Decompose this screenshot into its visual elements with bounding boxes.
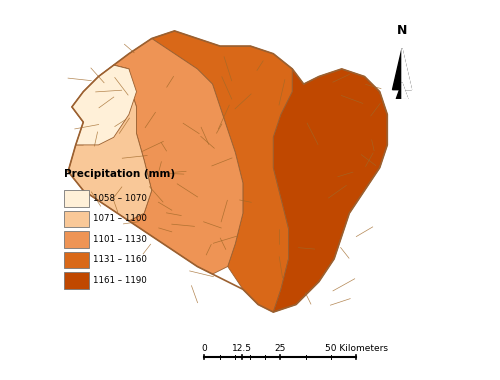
Text: 12.5: 12.5	[232, 344, 252, 353]
Text: 1161 – 1190: 1161 – 1190	[93, 276, 147, 285]
Text: 1131 – 1160: 1131 – 1160	[93, 255, 147, 264]
Text: 50 Kilometers: 50 Kilometers	[325, 344, 388, 353]
Text: 1071 – 1100: 1071 – 1100	[93, 214, 147, 223]
FancyBboxPatch shape	[64, 231, 88, 248]
Text: 1101 – 1130: 1101 – 1130	[93, 235, 147, 244]
FancyBboxPatch shape	[64, 211, 88, 227]
Text: 0: 0	[202, 344, 207, 353]
Text: 1058 – 1070: 1058 – 1070	[93, 194, 147, 203]
Text: Precipitation (mm): Precipitation (mm)	[64, 169, 175, 179]
FancyBboxPatch shape	[64, 252, 88, 268]
FancyBboxPatch shape	[64, 272, 88, 289]
Text: 25: 25	[274, 344, 286, 353]
FancyBboxPatch shape	[64, 190, 88, 207]
